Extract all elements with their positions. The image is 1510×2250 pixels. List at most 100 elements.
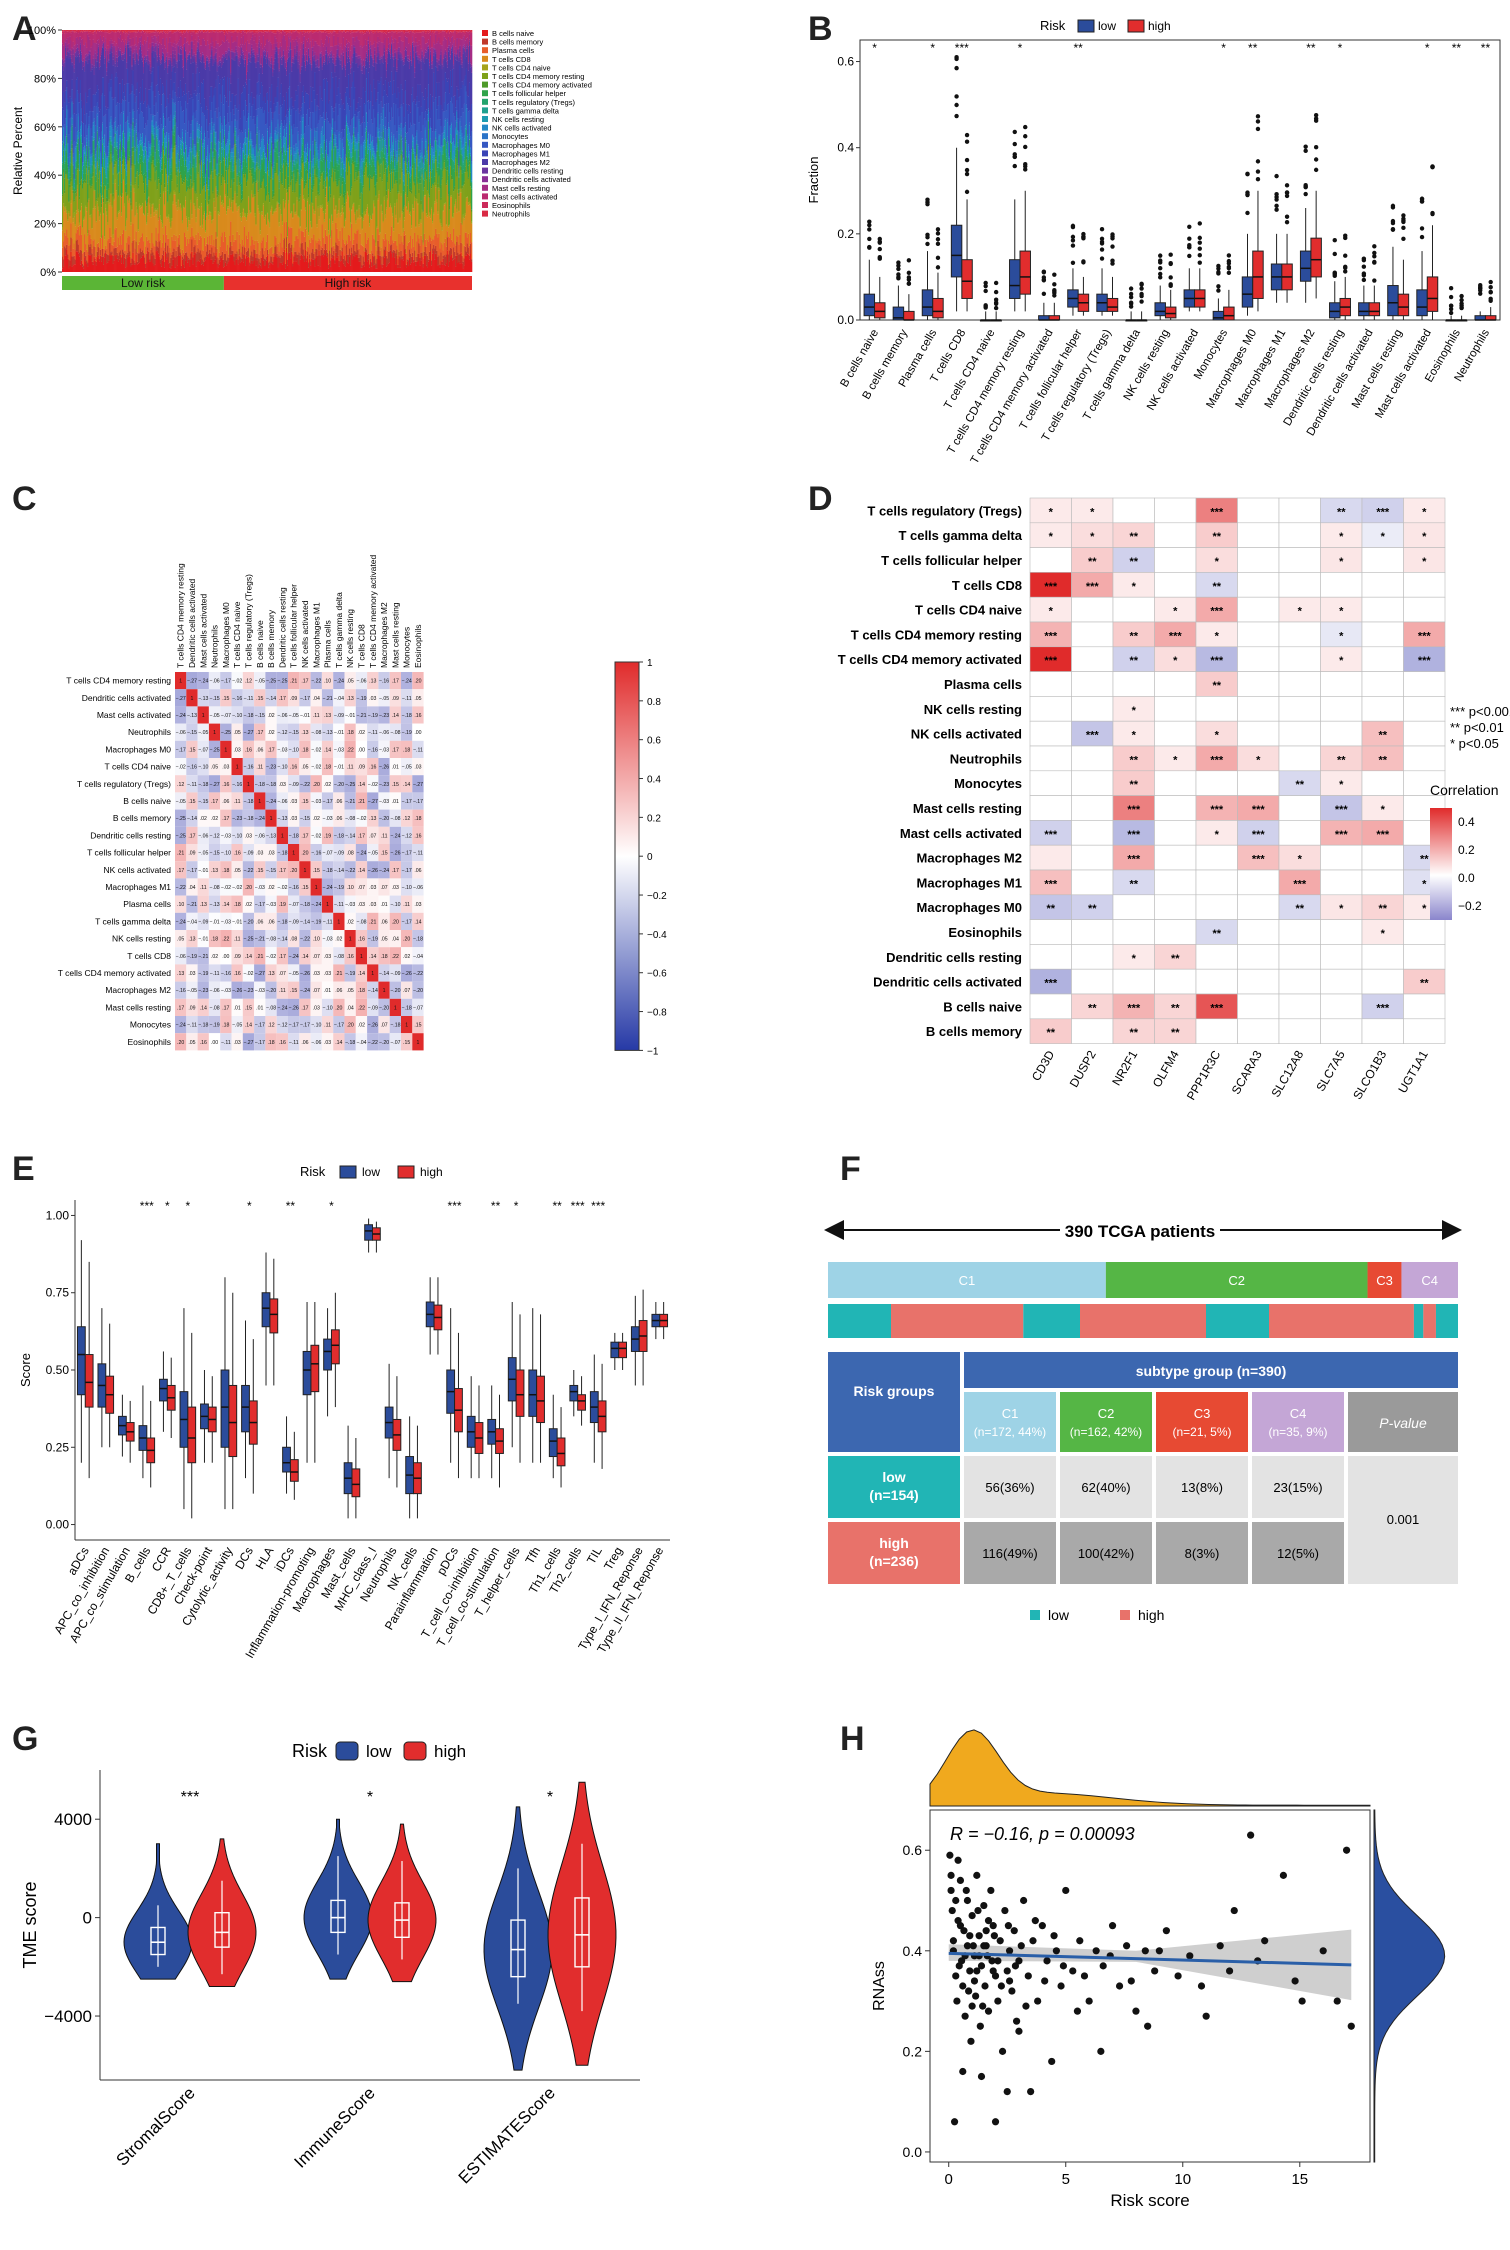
a-bar-segment: [128, 34, 130, 42]
a-bar-segment: [148, 156, 150, 161]
a-bar-segment: [215, 131, 217, 133]
a-bar-segment: [103, 256, 105, 265]
a-bar-segment: [212, 151, 214, 153]
a-bar-segment: [141, 150, 144, 162]
a-bar-segment: [175, 59, 177, 62]
a-bar-segment: [191, 31, 193, 36]
a-bar-segment: [191, 167, 193, 183]
a-bar-segment: [108, 238, 110, 256]
a-bar-segment: [136, 59, 138, 83]
a-bar-segment: [137, 229, 140, 232]
a-bar-segment: [178, 30, 181, 31]
a-bar-segment: [185, 52, 187, 58]
a-bar-segment: [98, 30, 101, 32]
a-bar-segment: [90, 177, 92, 187]
a-bar-segment: [77, 113, 80, 117]
a-bar-segment: [151, 133, 153, 147]
a-bar-segment: [70, 223, 72, 238]
a-bar-segment: [126, 59, 128, 63]
a-bar-segment: [208, 215, 210, 220]
a-bar-segment: [97, 255, 100, 272]
a-bar-segment: [66, 134, 68, 137]
a-bar-segment: [156, 32, 158, 42]
a-bar-segment: [190, 199, 192, 203]
a-bar-segment: [126, 30, 128, 33]
a-bar-segment: [85, 207, 87, 245]
a-bar-segment: [156, 189, 158, 209]
a-bar-segment: [177, 87, 179, 102]
a-bar-segment: [154, 210, 156, 247]
a-bar-segment: [92, 34, 94, 40]
a-bar-segment: [169, 57, 171, 60]
a-bar-segment: [189, 266, 191, 272]
a-bar-segment: [156, 210, 158, 242]
a-bar-segment: [63, 70, 65, 92]
a-bar-segment: [95, 265, 97, 272]
a-bar-segment: [197, 31, 199, 33]
a-bar-segment: [197, 155, 199, 173]
a-bar-segment: [209, 199, 211, 212]
a-bar-segment: [68, 169, 70, 173]
a-bar-segment: [111, 254, 113, 272]
a-bar-segment: [155, 43, 157, 46]
a-bar-segment: [73, 30, 75, 32]
a-bar-segment: [171, 65, 173, 72]
a-bar-segment: [149, 43, 151, 62]
a-bar-segment: [111, 251, 113, 255]
a-bar-segment: [64, 246, 66, 256]
a-bar-segment: [98, 138, 101, 144]
a-bar-segment: [135, 206, 137, 232]
a-bar-segment: [110, 44, 112, 49]
a-bar-segment: [92, 172, 94, 176]
a-bar-segment: [175, 162, 177, 164]
a-bar-segment: [193, 112, 195, 145]
a-bar-segment: [182, 156, 185, 161]
a-bar-segment: [195, 167, 197, 178]
a-bar-segment: [108, 170, 110, 189]
a-bar-segment: [145, 267, 147, 272]
a-bar-segment: [178, 255, 181, 272]
a-bar-segment: [62, 144, 64, 157]
a-bar-segment: [147, 155, 149, 160]
a-bar-segment: [154, 208, 156, 211]
a-bar-segment: [153, 115, 155, 125]
a-bar-segment: [190, 175, 192, 180]
a-bar-segment: [106, 127, 108, 157]
a-bar-segment: [94, 53, 96, 59]
a-bar-segment: [191, 151, 193, 165]
a-bar-segment: [165, 126, 167, 136]
a-bar-segment: [72, 31, 74, 42]
a-bar-segment: [113, 241, 115, 249]
a-bar-segment: [183, 153, 186, 159]
a-bar-segment: [212, 126, 214, 152]
a-bar-segment: [163, 152, 166, 155]
a-bar-segment: [197, 248, 199, 261]
a-bar-segment: [176, 171, 178, 177]
a-bar-segment: [179, 159, 182, 172]
a-bar-segment: [66, 80, 68, 88]
a-bar-segment: [197, 129, 199, 141]
a-bar-segment: [88, 36, 90, 51]
a-bar-segment: [208, 30, 210, 31]
a-bar-segment: [80, 100, 83, 109]
a-bar-segment: [75, 213, 78, 234]
a-bar-segment: [125, 43, 127, 46]
a-bar-segment: [115, 134, 117, 143]
a-bar-segment: [117, 173, 120, 186]
a-bar-segment: [117, 125, 120, 159]
a-bar-segment: [201, 224, 204, 229]
a-bar-segment: [81, 188, 84, 190]
a-bar-segment: [120, 193, 123, 198]
a-bar-segment: [155, 149, 157, 167]
a-bar-segment: [92, 30, 94, 33]
a-bar-segment: [194, 54, 196, 57]
a-bar-segment: [172, 67, 174, 91]
a-bar-segment: [208, 200, 210, 205]
a-bar-segment: [177, 152, 179, 155]
a-bar-segment: [73, 201, 75, 213]
a-bar-segment: [155, 85, 157, 103]
a-bar-segment: [95, 43, 97, 59]
a-bar-segment: [62, 58, 64, 60]
a-bar-segment: [172, 240, 174, 252]
a-bar-segment: [198, 51, 201, 59]
